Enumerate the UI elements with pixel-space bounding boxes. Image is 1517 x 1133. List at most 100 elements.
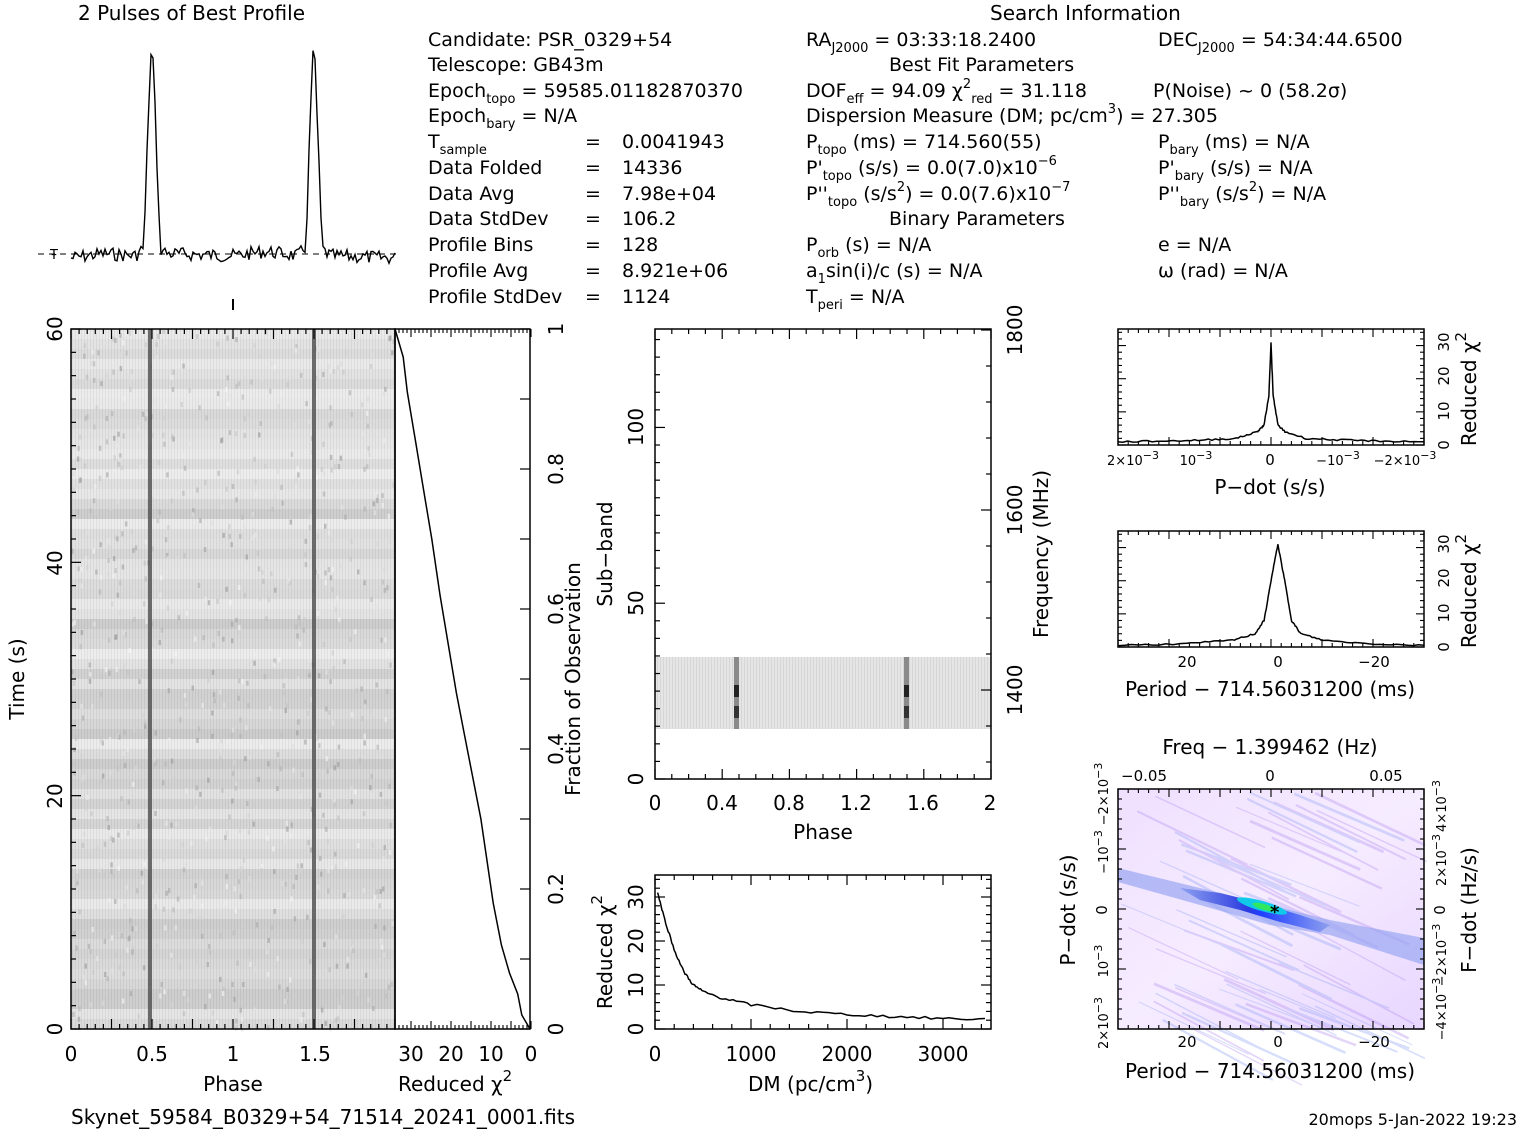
svg-text:10−3: 10−3 — [1092, 945, 1112, 978]
svg-text:Epochbary = N/A: Epochbary = N/A — [428, 105, 577, 132]
svg-text:1800: 1800 — [1003, 305, 1027, 356]
search-title: Search Information — [990, 1, 1181, 25]
svg-text:Data Folded: Data Folded — [428, 157, 542, 179]
svg-text:−10−3: −10−3 — [1092, 830, 1112, 874]
svg-text:−10−3: −10−3 — [1316, 449, 1360, 469]
svg-text:Data Avg: Data Avg — [428, 183, 515, 205]
period-panel: 20 0 −20 Period − 714.56031200 (ms) 0 10… — [1117, 530, 1481, 701]
svg-text:106.2: 106.2 — [622, 208, 676, 230]
svg-text:Period − 714.56031200 (ms): Period − 714.56031200 (ms) — [1125, 677, 1415, 701]
svg-text:Fraction of Observation: Fraction of Observation — [561, 562, 585, 796]
svg-text:Ŧ: Ŧ — [49, 248, 58, 263]
svg-text:2×10−3: 2×10−3 — [1430, 834, 1450, 886]
svg-text:Frequency (MHz): Frequency (MHz) — [1029, 470, 1053, 638]
svg-text:P'topo (s/s) = 0.0(7.0)x10−6: P'topo (s/s) = 0.0(7.0)x10−6 — [806, 154, 1057, 184]
svg-text:14336: 14336 — [622, 157, 682, 179]
svg-text:Profile Avg: Profile Avg — [428, 260, 528, 282]
best-fit-header: Best Fit Parameters — [889, 54, 1074, 76]
time-phase-ylabel: Time (s) — [5, 638, 29, 720]
svg-text:4×10−3: 4×10−3 — [1430, 780, 1450, 832]
svg-text:0: 0 — [1265, 451, 1275, 469]
svg-text:Data StdDev: Data StdDev — [428, 208, 549, 230]
svg-text:P''bary (s/s2) = N/A: P''bary (s/s2) = N/A — [1158, 180, 1326, 210]
svg-text:60: 60 — [43, 316, 67, 341]
svg-text:0: 0 — [624, 1023, 648, 1036]
svg-text:10: 10 — [478, 1042, 503, 1066]
svg-text:8.921e+06: 8.921e+06 — [622, 260, 728, 282]
svg-text:=: = — [585, 208, 601, 230]
svg-text:0.6: 0.6 — [544, 593, 568, 625]
svg-text:0: 0 — [649, 791, 662, 815]
svg-text:30: 30 — [1435, 332, 1453, 351]
period-pdot-panel: Freq − 1.399462 (Hz) −0.05 0 0.05 * 20 0… — [1056, 735, 1481, 1086]
filename-label: Skynet_59584_B0329+54_71514_20241_0001.f… — [71, 1105, 575, 1129]
svg-text:P(Noise) ~ 0 (58.2σ): P(Noise) ~ 0 (58.2σ) — [1153, 80, 1347, 102]
svg-text:2: 2 — [984, 791, 997, 815]
svg-text:0.4: 0.4 — [706, 791, 738, 815]
svg-text:1124: 1124 — [622, 286, 670, 308]
svg-text:50: 50 — [624, 590, 648, 615]
svg-text:10−3: 10−3 — [1180, 449, 1213, 469]
svg-text:DECJ2000 = 54:34:44.6500: DECJ2000 = 54:34:44.6500 — [1158, 29, 1403, 56]
svg-text:10: 10 — [1435, 401, 1453, 420]
svg-text:Freq − 1.399462 (Hz): Freq − 1.399462 (Hz) — [1162, 735, 1377, 759]
svg-text:20: 20 — [1177, 653, 1196, 671]
period-curve — [1117, 544, 1425, 647]
svg-text:Reduced χ2: Reduced χ2 — [398, 1067, 512, 1096]
svg-text:Reduced χ2: Reduced χ2 — [1452, 332, 1481, 446]
info-left: Candidate: PSR_0329+54 Telescope: GB43m … — [427, 29, 743, 308]
svg-text:Reduced χ2: Reduced χ2 — [588, 895, 617, 1009]
svg-text:30: 30 — [624, 884, 648, 909]
binary-header: Binary Parameters — [889, 208, 1065, 230]
svg-text:Reduced χ2: Reduced χ2 — [1452, 534, 1481, 648]
svg-text:0: 0 — [1265, 767, 1275, 785]
svg-text:30: 30 — [398, 1042, 423, 1066]
svg-text:0.0041943: 0.0041943 — [622, 131, 725, 153]
svg-text:Phase: Phase — [793, 820, 853, 844]
svg-text:0: 0 — [65, 1042, 78, 1066]
svg-text:P''topo (s/s2) = 0.0(7.6)x10−7: P''topo (s/s2) = 0.0(7.6)x10−7 — [806, 180, 1070, 210]
svg-text:0.5: 0.5 — [136, 1042, 168, 1066]
svg-text:P−dot (s/s): P−dot (s/s) — [1214, 475, 1325, 499]
info-right: DECJ2000 = 54:34:44.6500 Pbary (ms) = N/… — [1158, 29, 1403, 282]
svg-text:0.05: 0.05 — [1369, 767, 1402, 785]
svg-text:=: = — [585, 157, 601, 179]
svg-text:20: 20 — [1435, 568, 1453, 587]
svg-text:0: 0 — [525, 1042, 538, 1066]
svg-text:*: * — [1270, 902, 1280, 923]
svg-text:3000: 3000 — [918, 1042, 969, 1066]
time-phase-panel: 0 0.5 1 1.5 Phase 0 20 40 60 Time (s) — [5, 299, 396, 1096]
svg-text:20: 20 — [438, 1042, 463, 1066]
svg-text:0: 0 — [1431, 905, 1449, 915]
svg-text:0.8: 0.8 — [544, 453, 568, 485]
dm-curve — [656, 892, 986, 1021]
svg-text:=: = — [585, 131, 601, 153]
svg-text:1: 1 — [544, 323, 568, 336]
svg-text:0: 0 — [1093, 905, 1111, 915]
svg-text:2000: 2000 — [822, 1042, 873, 1066]
svg-text:0: 0 — [1273, 653, 1283, 671]
svg-text:=: = — [585, 183, 601, 205]
svg-text:Profile StdDev: Profile StdDev — [428, 286, 562, 308]
svg-text:0.4: 0.4 — [544, 733, 568, 765]
svg-text:−2×10−3: −2×10−3 — [1430, 924, 1450, 987]
svg-text:1600: 1600 — [1003, 485, 1027, 536]
svg-text:DOFeff = 94.09 χ2red = 31.11: DOFeff = 94.09 χ2red = 31.118 — [806, 77, 1087, 107]
svg-text:1000: 1000 — [726, 1042, 777, 1066]
candidate-line: Candidate: PSR_0329+54 — [428, 29, 672, 51]
svg-text:F−dot (Hz/s): F−dot (Hz/s) — [1457, 847, 1481, 973]
svg-text:Epochtopo = 59585.01182870370: Epochtopo = 59585.01182870370 — [428, 80, 743, 107]
svg-text:0: 0 — [624, 773, 648, 786]
svg-text:P−dot (s/s): P−dot (s/s) — [1056, 854, 1080, 965]
profile-title: 2 Pulses of Best Profile — [78, 1, 305, 25]
svg-text:128: 128 — [622, 234, 658, 256]
svg-text:20: 20 — [43, 783, 67, 808]
svg-text:0: 0 — [649, 1042, 662, 1066]
svg-text:RAJ2000 = 03:33:18.2400: RAJ2000 = 03:33:18.2400 — [806, 29, 1036, 56]
svg-text:Pbary (ms) = N/A: Pbary (ms) = N/A — [1158, 131, 1310, 158]
svg-text:0: 0 — [1435, 642, 1453, 652]
svg-text:1: 1 — [227, 1042, 240, 1066]
svg-text:Profile Bins: Profile Bins — [428, 234, 533, 256]
svg-text:1.2: 1.2 — [840, 791, 872, 815]
